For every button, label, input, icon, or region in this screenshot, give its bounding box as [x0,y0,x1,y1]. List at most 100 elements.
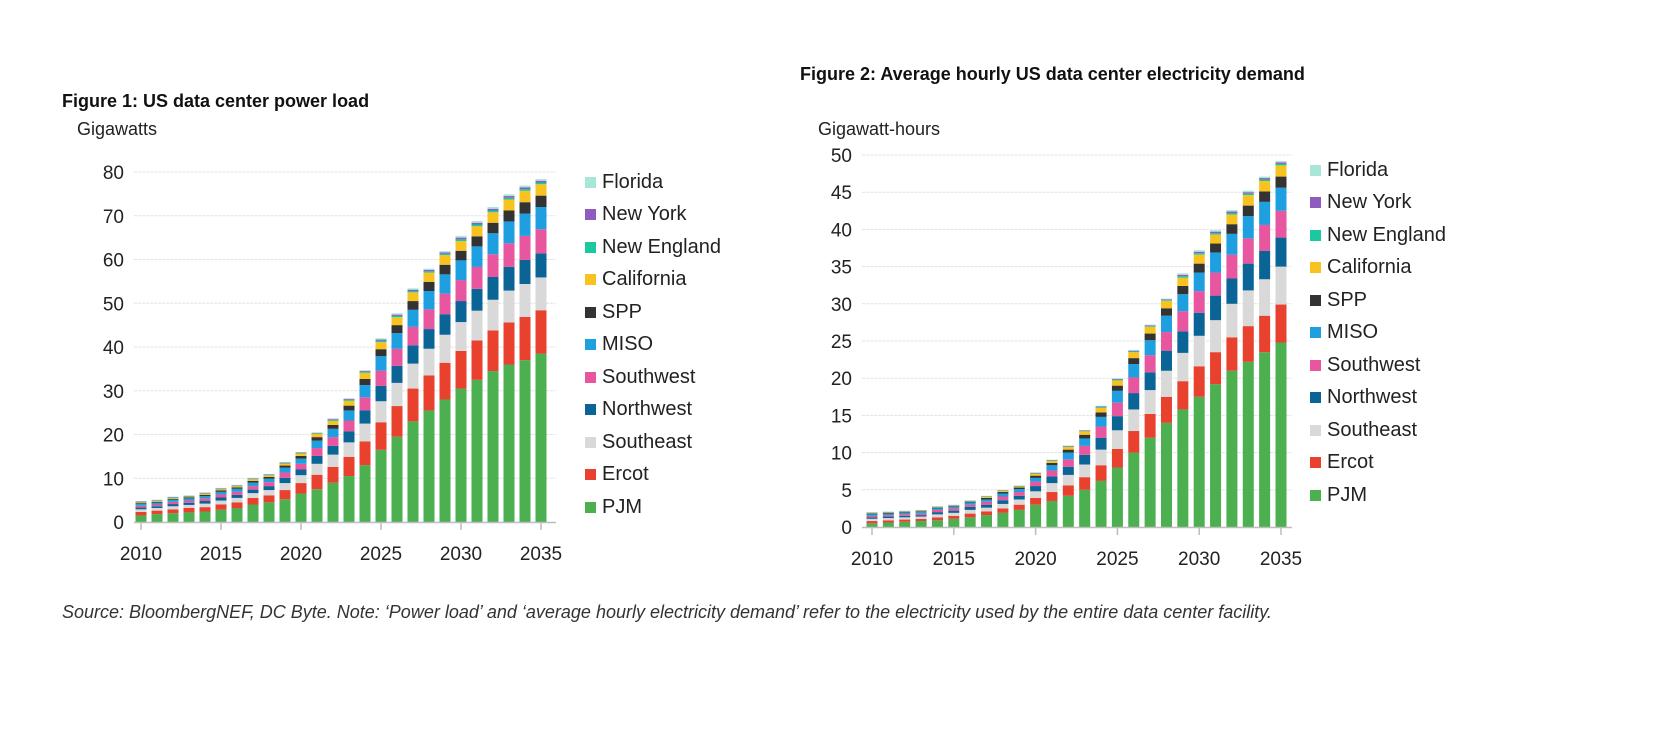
bar-segment-ercot [997,508,1009,513]
bar-segment-spp [981,497,993,500]
bar-segment-california [215,489,227,491]
bar-segment-pjm [997,512,1009,527]
bar-segment-southwest [183,500,195,503]
bar-segment-northwest [997,500,1009,504]
bar-segment-ercot [1062,485,1074,496]
bar-segment-california [1177,277,1189,286]
bar-segment-pjm [247,504,259,522]
bar-segment-new-york [1160,299,1172,301]
bar-segment-new-york [327,419,339,421]
bar-segment-southwest [1111,402,1123,417]
bar-segment-pjm [1013,509,1025,527]
y-tick-label: 0 [841,518,852,539]
bar-segment-spp [279,465,291,468]
bar-segment-ercot [535,310,547,354]
bar-segment-pjm [359,465,371,522]
bar-segment-new-york [343,399,355,400]
bar-segment-miso [981,499,993,502]
legend-item-southeast: Southeast [585,426,721,459]
bar-segment-new-york [1226,211,1238,214]
bar-segment-southwest [327,437,339,446]
bar-segment-ercot [439,362,451,400]
bar-segment-southeast [899,517,911,520]
x-tick-label: 2015 [200,544,242,565]
bar-segment-miso [535,207,547,230]
bar-segment-spp [535,195,547,207]
bar-segment-miso [359,385,371,398]
bar-segment-spp [1046,463,1058,466]
bar-segment-pjm [455,388,467,522]
bar-segment-ercot [503,322,515,365]
bar-segment-new-england [295,452,307,454]
bar-segment-ercot [183,508,195,513]
legend-item-new-york: New York [585,199,721,232]
bar-segment-southwest [439,293,451,315]
bar-segment-new-york [263,474,275,475]
bar-segment-miso [866,514,878,516]
bar-segment-southeast [199,503,211,508]
bar-segment-florida [1160,298,1172,300]
bar-segment-new-england [1030,473,1042,474]
bar-segment-spp [343,405,355,411]
bar-segment-florida [1242,190,1254,193]
bar-segment-northwest [343,431,355,443]
bar-segment-miso [1242,216,1254,239]
bar-segment-southeast [263,490,275,496]
bar-segment-ercot [167,509,179,514]
bar-segment-southeast [535,277,547,311]
bar-segment-southeast [1079,464,1091,478]
bar-segment-northwest [1079,454,1091,465]
bar-segment-california [375,342,387,350]
bar-segment-new-york [1242,192,1254,194]
bar-segment-southeast [1046,483,1058,493]
bar-segment-southeast [359,423,371,442]
bar-segment-new-york [167,497,179,498]
bar-segment-spp [1177,285,1189,295]
bar-segment-new-york [1144,325,1156,327]
bar-segment-florida [1193,250,1205,252]
bar-segment-ercot [407,388,419,422]
bar-segment-southwest [519,235,531,260]
bar-segment-pjm [535,353,547,522]
legend-label: New York [1327,191,1412,214]
bar-segment-new-york [1046,460,1058,461]
bar-segment-southeast [343,442,355,457]
bar-segment-southeast [295,475,307,484]
bar-segment-florida [1111,378,1123,379]
bar-segment-pjm [231,508,243,522]
bar-segment-northwest [391,365,403,383]
bar-segment-florida [215,487,227,489]
bar-segment-pjm [503,364,515,522]
bar-segment-southwest [455,280,467,302]
bar-segment-pjm [899,521,911,527]
legend-item-spp: SPP [1310,284,1446,317]
bar-segment-new-york [407,289,419,291]
bar-segment-northwest [519,259,531,284]
y-tick-label: 40 [103,338,124,359]
bar-segment-california [519,190,531,203]
bar-segment-california [1111,380,1123,386]
x-tick-label: 2030 [1178,549,1220,570]
bar-segment-pjm [471,379,483,522]
bar-segment-southwest [1030,481,1042,487]
bar-segment-pjm [931,520,943,527]
bar-segment-northwest [931,512,943,515]
bar-segment-california [279,463,291,466]
bar-segment-ercot [1013,504,1025,510]
y-tick-label: 80 [103,163,124,184]
bar-segment-southwest [231,491,243,495]
x-tick-label: 2010 [120,544,162,565]
bar-segment-southeast [391,382,403,407]
bar-segment-miso [279,467,291,473]
bar-segment-southeast [151,508,163,511]
bar-segment-new-england [391,315,403,318]
legend-swatch [1310,164,1321,176]
bar-segment-northwest [503,266,515,291]
legend-label: Southwest [1327,353,1421,376]
bar-segment-miso [295,458,307,464]
legend-item-ercot: Ercot [1310,447,1446,480]
bar-segment-florida [423,268,435,270]
bar-segment-miso [439,274,451,294]
bar-segment-new-york [135,501,147,503]
bar-segment-california [1030,473,1042,476]
